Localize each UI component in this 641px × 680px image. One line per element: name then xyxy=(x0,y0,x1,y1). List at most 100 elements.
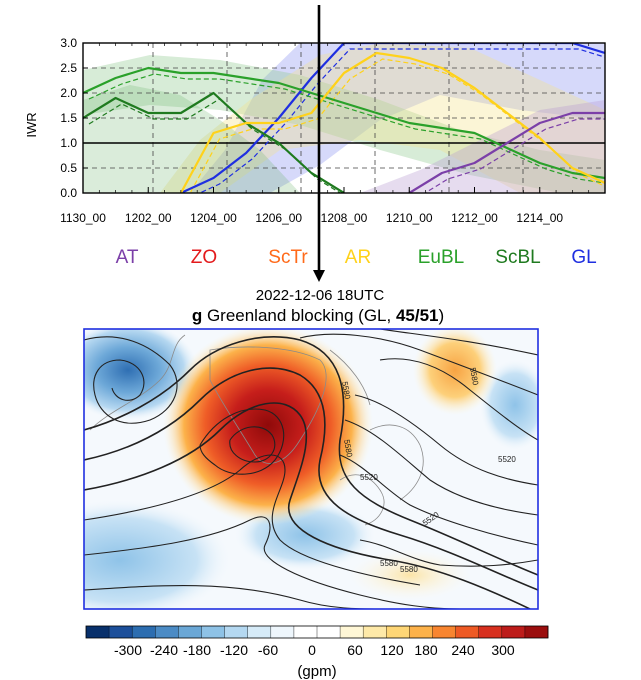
time-marker-arrow-icon xyxy=(313,270,325,282)
legend-gl: GL xyxy=(571,247,596,268)
series-line-ar xyxy=(179,51,605,193)
x-tick-label: 1208_00 xyxy=(321,211,368,225)
contour-line xyxy=(344,419,538,516)
anomaly-orange-east xyxy=(413,329,497,415)
contour-line xyxy=(84,336,538,576)
contour-line xyxy=(379,329,538,356)
colorbar-segment xyxy=(109,626,133,638)
colorbar-segment xyxy=(132,626,156,638)
y-tick-label: 2.5 xyxy=(60,61,77,75)
title-close: ) xyxy=(439,306,445,325)
contour-label: 5580 xyxy=(468,367,480,387)
x-tick-label: 1202_00 xyxy=(125,211,172,225)
colorbar-tick-label: -60 xyxy=(258,642,278,658)
legend-eubl: EuBL xyxy=(418,247,464,268)
map-frame xyxy=(83,328,539,610)
contour-labels: 5580 5520 5580 5520 5580 5580 5520 5580 xyxy=(340,367,516,574)
legend-at: AT xyxy=(116,247,139,268)
iwr-chart: 1130_00 1202_00 1204_00 1206_00 1208_00 1210_… xyxy=(24,5,606,282)
x-axis: 1130_00 1202_00 1204_00 1206_00 1208_00 1210_… xyxy=(60,43,606,225)
anomaly-yellow-south xyxy=(350,550,470,600)
contour-line xyxy=(84,454,421,586)
at-spread-band xyxy=(360,100,605,193)
colorbar-segment xyxy=(386,626,410,638)
y-tick-label: 0.0 xyxy=(60,186,77,200)
colorbar-tick-label: -240 xyxy=(150,642,178,658)
series-dashed-eubl xyxy=(88,73,605,184)
map-title: g Greenland blocking (GL, 45/51) xyxy=(192,306,444,325)
colorbar-tick-label: 180 xyxy=(414,642,438,658)
colorbar-segment xyxy=(363,626,387,638)
contour-line xyxy=(359,539,538,567)
coastline-greenland xyxy=(209,346,327,464)
colorbar-segment xyxy=(340,626,364,638)
colorbar-segment xyxy=(317,626,341,638)
y-tick-label: 1.0 xyxy=(60,136,77,150)
colorbar-tick-label: 300 xyxy=(491,642,515,658)
series-line-at xyxy=(408,111,605,193)
coastline-europe xyxy=(339,474,385,526)
colorbar-tick-label: -120 xyxy=(220,642,248,658)
colorbar-segment xyxy=(201,626,225,638)
contour-label: 5580 xyxy=(340,381,352,401)
colorbar: -300 -240 -180 -120 -60 0 60 120 180 240 300 xyxy=(85,625,549,658)
x-tick-label: 1214_00 xyxy=(516,211,563,225)
anomaly-map: 5580 5520 5580 5520 5580 5580 5520 5580 xyxy=(83,328,539,610)
colorbar-segment xyxy=(432,626,456,638)
colorbar-segment xyxy=(409,626,433,638)
series-line-eubl xyxy=(83,66,605,180)
contour-label: 5580 xyxy=(342,439,354,459)
y-axis: 0.0 0.5 1.0 1.5 2.0 2.5 3.0 xyxy=(60,36,88,200)
colorbar-segment xyxy=(270,626,295,638)
contour-line xyxy=(354,394,538,486)
panel-letter: g xyxy=(192,306,202,325)
contour-line xyxy=(84,402,531,609)
x-tick-label: 1206_00 xyxy=(255,211,302,225)
colorbar-segment xyxy=(247,626,272,638)
colorbar-tick-label: 60 xyxy=(347,642,363,658)
x-tick-label: 1210_00 xyxy=(386,211,433,225)
scbl-spread-band xyxy=(83,85,300,193)
series-dashed-gl xyxy=(198,48,605,193)
legend-sctr: ScTr xyxy=(268,247,308,268)
y-axis-label: IWR xyxy=(24,112,39,137)
coastline-scandinavia xyxy=(369,424,424,501)
eubl-spread-band xyxy=(83,55,605,193)
series-lines xyxy=(83,43,605,193)
contour-label: 5520 xyxy=(360,473,378,482)
colorbar-segment xyxy=(524,626,549,638)
colorbar-segment xyxy=(155,626,179,638)
title-code: (GL, xyxy=(358,306,396,325)
colorbar-segment xyxy=(293,626,318,638)
colorbar-unit: (gpm) xyxy=(297,663,336,680)
colorbar-tick-label: 120 xyxy=(380,642,404,658)
contour-label: 5520 xyxy=(498,455,516,464)
colorbar-segment xyxy=(478,626,503,638)
legend-zo: ZO xyxy=(191,247,217,268)
x-tick-label: 1204_00 xyxy=(190,211,237,225)
contour-line xyxy=(339,454,538,546)
map-time-label: 2022-12-06 18UTC xyxy=(256,287,385,304)
x-tick-label: 1212_00 xyxy=(451,211,498,225)
colorbar-segment xyxy=(501,626,526,638)
contour-label: 5580 xyxy=(400,565,418,574)
title-count: 45/51 xyxy=(396,306,439,325)
contour-line xyxy=(229,426,276,463)
colorbar-tick-label: 0 xyxy=(308,642,316,658)
contour-line xyxy=(379,358,538,441)
contour-line xyxy=(84,336,178,424)
title-main: Greenland blocking xyxy=(207,306,353,325)
anomaly-blue-southwest xyxy=(84,500,230,609)
colorbar-segment xyxy=(86,626,110,638)
y-tick-label: 0.5 xyxy=(60,161,77,175)
colorbar-segment xyxy=(178,626,202,638)
regime-legend: AT ZO ScTr AR EuBL ScBL GL xyxy=(116,247,597,268)
series-line-gl xyxy=(180,43,605,193)
anomaly-red-greenland xyxy=(163,329,373,525)
contour-line xyxy=(84,367,538,591)
colorbar-segment xyxy=(455,626,479,638)
contour-line xyxy=(299,333,538,396)
series-line-scbl xyxy=(83,91,345,193)
colorbar-tick-label: 240 xyxy=(451,642,475,658)
